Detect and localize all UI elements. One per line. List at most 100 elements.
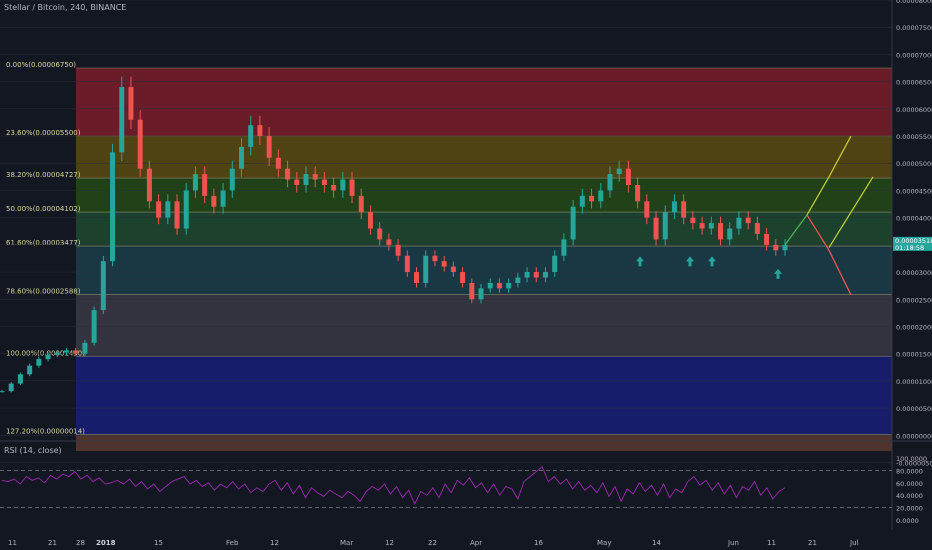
- candle-body: [450, 266, 456, 273]
- rsi-axis-tick: 100.0000: [896, 455, 927, 463]
- candle-body: [736, 217, 742, 229]
- price-axis-tick: 0.00004500: [896, 187, 932, 195]
- candle-body: [496, 282, 502, 289]
- fib-zone: [76, 356, 892, 435]
- current-price-tag: [893, 236, 932, 251]
- candle-body: [266, 136, 272, 158]
- candle-body: [248, 125, 254, 147]
- candle-body: [423, 255, 429, 283]
- candle-body: [662, 212, 668, 240]
- candle-body: [441, 261, 447, 267]
- price-axis-tick: 0.00003000: [896, 269, 932, 277]
- fib-level-label: 23.60%(0.00005500): [6, 129, 81, 137]
- x-axis-tick: 15: [154, 539, 163, 547]
- candle-body: [460, 272, 466, 283]
- candle-body: [192, 174, 198, 191]
- candle-body: [285, 168, 291, 180]
- candle-body: [487, 282, 493, 289]
- x-axis-tick: 11: [8, 539, 17, 547]
- candle-body: [0, 391, 5, 393]
- candle-body: [82, 342, 88, 354]
- fib-level-label: 50.00%(0.00004102): [6, 205, 81, 213]
- candle-body: [635, 184, 641, 202]
- candle-body: [598, 190, 604, 202]
- candle-body: [321, 179, 327, 185]
- current-price-label: 0.00003518: [895, 237, 932, 245]
- candle-body: [708, 223, 714, 229]
- candle-body: [45, 354, 51, 360]
- fib-level-label: 78.60%(0.00002588): [6, 287, 81, 295]
- price-axis-tick: 0.00004000: [896, 215, 932, 223]
- candle-body: [54, 352, 60, 355]
- fib-level-label: 0.00%(0.00006750): [6, 61, 76, 69]
- candle-body: [220, 190, 226, 207]
- x-axis-tick: Feb: [226, 539, 239, 547]
- fib-zone: [76, 246, 892, 295]
- candle-body: [100, 261, 106, 311]
- fib-level-label: 38.20%(0.00004727): [6, 171, 81, 179]
- price-axis-tick: 0.00002500: [896, 296, 932, 304]
- candle-body: [110, 152, 116, 262]
- projection-line: [828, 135, 852, 178]
- price-axis-tick: 0.00008000: [896, 0, 932, 5]
- x-axis-tick: Jul: [849, 539, 859, 547]
- support-arrow-icon: [708, 256, 716, 267]
- x-axis-tick: 28: [76, 539, 85, 547]
- candle-body: [552, 255, 558, 273]
- fib-level-label: 61.60%(0.00003477): [6, 239, 81, 247]
- x-axis-tick: 12: [270, 539, 279, 547]
- candle-body: [478, 288, 484, 300]
- support-arrow-icon: [686, 256, 694, 267]
- candle-body: [340, 179, 346, 191]
- x-axis-tick: 14: [652, 539, 661, 547]
- x-axis-tick: 21: [48, 539, 57, 547]
- projection-line: [806, 214, 852, 296]
- price-axis-tick: 0.00001500: [896, 351, 932, 359]
- candle-body: [358, 195, 364, 213]
- candle-body: [386, 239, 392, 245]
- x-axis-tick: Apr: [470, 539, 482, 547]
- rsi-line: [1, 465, 786, 505]
- price-axis-tick: 0.00002000: [896, 323, 932, 331]
- price-axis-tick: 0.00007000: [896, 51, 932, 59]
- candle-body: [349, 179, 355, 196]
- candle-body: [63, 350, 69, 353]
- candle-body: [653, 217, 659, 240]
- rsi-axis-tick: 80.0000: [896, 467, 923, 475]
- price-axis-tick: 0.00000000: [896, 432, 932, 440]
- x-axis-tick: 21: [808, 539, 817, 547]
- candle-body: [202, 174, 208, 196]
- candle-body: [644, 201, 650, 218]
- candle-body: [727, 228, 733, 240]
- rsi-label: RSI (14, close): [4, 446, 62, 455]
- candle-body: [174, 201, 180, 229]
- candle-body: [275, 157, 281, 169]
- candle-body: [146, 168, 152, 202]
- candle-body: [404, 255, 410, 273]
- chart-title: Stellar / Bitcoin, 240, BINANCE: [4, 3, 127, 12]
- candle-body: [607, 174, 613, 191]
- candle-body: [432, 255, 438, 262]
- price-axis-tick: -0.00000500: [896, 459, 932, 467]
- candle-body: [331, 184, 337, 191]
- candle-body: [718, 223, 724, 240]
- x-axis-tick: May: [597, 539, 611, 547]
- rsi-axis-tick: 20.0000: [896, 505, 923, 513]
- x-axis-tick: 22: [428, 539, 437, 547]
- projection-line: [828, 176, 874, 248]
- candle-body: [8, 383, 14, 392]
- price-axis-tick: 0.00001000: [896, 378, 932, 386]
- candle-body: [312, 174, 318, 180]
- price-axis-tick: 0.00006000: [896, 106, 932, 114]
- candle-body: [699, 223, 705, 229]
- candle-body: [211, 195, 217, 207]
- support-arrow-icon: [774, 268, 782, 279]
- fib-zone: [76, 212, 892, 247]
- fib-zone: [76, 68, 892, 137]
- fib-zone: [76, 136, 892, 179]
- candle-body: [119, 87, 125, 153]
- candle-body: [515, 277, 521, 283]
- candle-body: [681, 201, 687, 218]
- candle-body: [579, 195, 585, 207]
